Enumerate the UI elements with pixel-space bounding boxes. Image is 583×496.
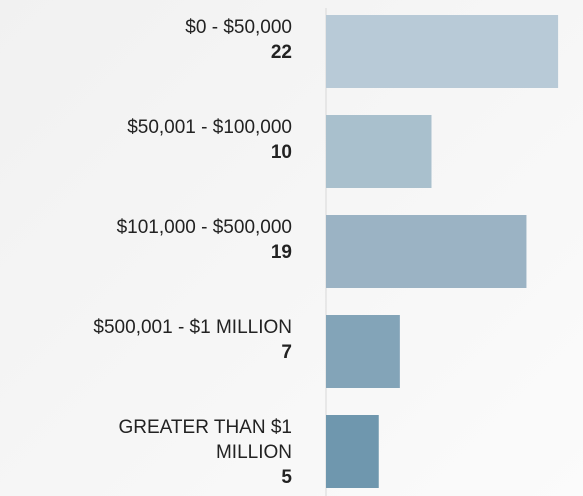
- value-label: 5: [281, 467, 292, 488]
- value-label: 10: [270, 142, 292, 163]
- bar-label: $101,000 - $500,000 19: [62, 215, 292, 265]
- bar-label: $500,001 - $1 MILLION 7: [62, 315, 292, 365]
- value-label: 19: [270, 242, 292, 263]
- bar: [326, 415, 379, 488]
- category-label: $500,001 - $1 MILLION: [93, 317, 292, 338]
- value-label: 22: [270, 42, 292, 63]
- bar-label: $0 - $50,000 22: [62, 15, 292, 65]
- bar: [326, 215, 527, 288]
- bar-label: GREATER THAN $1 MILLION 5: [62, 415, 292, 490]
- bar: [326, 115, 432, 188]
- category-label: GREATER THAN $1 MILLION: [118, 417, 292, 463]
- category-label: $50,001 - $100,000: [127, 117, 292, 138]
- bar: [326, 315, 400, 388]
- category-label: $101,000 - $500,000: [116, 217, 292, 238]
- category-label: $0 - $50,000: [185, 17, 292, 38]
- bar: [326, 15, 559, 88]
- bar-label: $50,001 - $100,000 10: [62, 115, 292, 165]
- value-label: 7: [281, 342, 292, 363]
